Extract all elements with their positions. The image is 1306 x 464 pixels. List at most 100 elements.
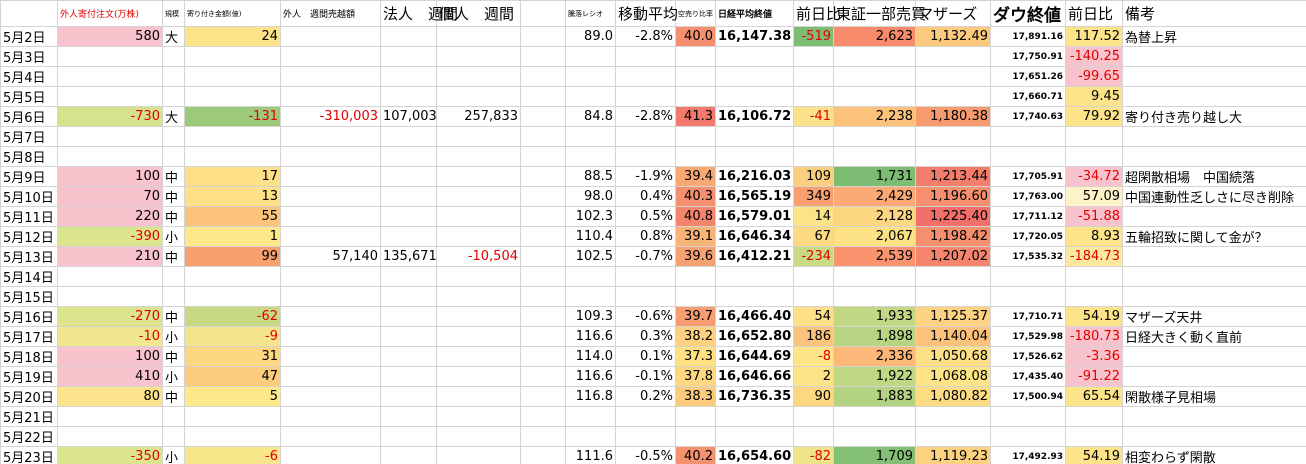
cell [184,86,281,107]
row-date: 5月2日 [0,26,58,47]
cell [520,366,566,387]
cell: 日経大きく動く直前 [1122,326,1306,347]
cell [57,66,163,87]
cell: 1,883 [833,386,916,407]
cell: 16,736.35 [715,386,794,407]
cell: 57.09 [1065,186,1123,207]
data-row: 5月20日 80 中 5 116.8 0.2% 38.3 16,736.35 90 1,883 1,… [0,386,1306,407]
cell: -1.9% [615,166,676,187]
cell [57,126,163,147]
cell: 17,660.71 [990,86,1066,107]
cell [380,406,437,427]
row-date: 5月14日 [0,266,58,287]
data-row: 5月4日 17,651.26 -99.65 [0,66,1306,87]
cell [280,186,381,207]
row-date: 5月8日 [0,146,58,167]
cell [1065,146,1123,167]
cell: 110.4 [565,226,616,247]
cell [1122,86,1306,107]
cell: -10,504 [436,246,521,267]
cell [436,346,521,367]
cell: -0.1% [615,366,676,387]
cell: 小 [162,326,185,347]
cell: 17,435.40 [990,366,1066,387]
row-date: 5月9日 [0,166,58,187]
cell [915,46,991,67]
cell [436,286,521,307]
cell [1122,406,1306,427]
column-header: 外人 週間売越額 [280,0,381,27]
cell: 210 [57,246,163,267]
cell [833,266,916,287]
row-date: 5月17日 [0,326,58,347]
cell [380,366,437,387]
data-row: 5月3日 17,750.91 -140.25 [0,46,1306,67]
column-header: ダウ終値 [990,0,1066,27]
cell: -9 [184,326,281,347]
cell [280,386,381,407]
cell [615,86,676,107]
cell: 47 [184,366,281,387]
cell [380,146,437,167]
cell: 2 [793,366,834,387]
cell: 16,565.19 [715,186,794,207]
cell: 39.6 [675,246,716,267]
cell: 9.45 [1065,86,1123,107]
cell [436,206,521,227]
cell: 39.4 [675,166,716,187]
cell [1122,286,1306,307]
cell [520,106,566,127]
cell [57,286,163,307]
cell [793,46,834,67]
column-header: 前日比 [1065,0,1123,27]
cell [990,406,1066,427]
row-date: 5月3日 [0,46,58,67]
cell: 100 [57,166,163,187]
cell: 116.8 [565,386,616,407]
cell [280,46,381,67]
cell: 102.5 [565,246,616,267]
row-date: 5月22日 [0,426,58,447]
cell: 寄り付き売り越し大 [1122,106,1306,127]
cell: 39.1 [675,226,716,247]
cell [520,406,566,427]
cell [280,346,381,367]
cell [380,346,437,367]
cell: 0.8% [615,226,676,247]
data-row: 5月5日 17,660.71 9.45 [0,86,1306,107]
cell: 38.3 [675,386,716,407]
cell: マザーズ天井 [1122,306,1306,327]
cell: 70 [57,186,163,207]
cell: 0.3% [615,326,676,347]
cell [675,66,716,87]
cell: 2,539 [833,246,916,267]
cell: 57,140 [280,246,381,267]
cell: 1,225.40 [915,206,991,227]
cell [380,186,437,207]
cell: 98.0 [565,186,616,207]
cell [1065,426,1123,447]
cell [280,306,381,327]
cell: 16,652.80 [715,326,794,347]
cell [280,66,381,87]
cell [436,26,521,47]
cell [436,166,521,187]
cell: 16,644.69 [715,346,794,367]
cell: 1,196.60 [915,186,991,207]
cell: 88.5 [565,166,616,187]
cell: 2,623 [833,26,916,47]
cell [280,146,381,167]
cell [615,406,676,427]
cell [520,386,566,407]
cell [1065,406,1123,427]
cell: 17,720.05 [990,226,1066,247]
cell: 107,003 [380,106,437,127]
cell: 5 [184,386,281,407]
cell: -310,003 [280,106,381,127]
cell [1122,206,1306,227]
cell: 99 [184,246,281,267]
cell [833,126,916,147]
cell: 109 [793,166,834,187]
cell: 16,147.38 [715,26,794,47]
cell [1122,46,1306,67]
